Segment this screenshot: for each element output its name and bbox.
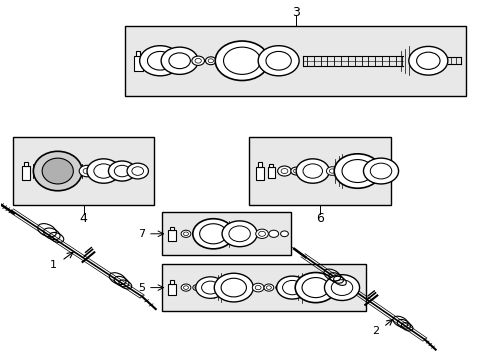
Circle shape bbox=[140, 46, 180, 76]
Bar bbox=[169, 280, 174, 284]
Circle shape bbox=[222, 221, 257, 247]
Circle shape bbox=[255, 285, 261, 290]
Circle shape bbox=[87, 159, 120, 183]
Circle shape bbox=[416, 52, 439, 69]
Circle shape bbox=[255, 229, 268, 238]
Circle shape bbox=[168, 53, 190, 69]
Circle shape bbox=[293, 169, 298, 173]
Bar bbox=[23, 162, 28, 166]
Circle shape bbox=[330, 280, 352, 296]
Text: 5: 5 bbox=[138, 283, 145, 293]
Circle shape bbox=[195, 58, 201, 63]
Bar bbox=[255, 167, 263, 180]
Circle shape bbox=[147, 51, 172, 70]
Circle shape bbox=[337, 167, 347, 175]
Bar bbox=[161, 264, 366, 311]
Circle shape bbox=[340, 169, 345, 173]
Text: 3: 3 bbox=[291, 6, 299, 19]
Circle shape bbox=[215, 41, 268, 81]
Circle shape bbox=[83, 168, 91, 174]
Circle shape bbox=[208, 59, 213, 63]
Bar bbox=[168, 230, 175, 241]
Text: 6: 6 bbox=[316, 212, 324, 225]
Circle shape bbox=[252, 283, 264, 292]
Circle shape bbox=[127, 163, 148, 179]
Circle shape bbox=[228, 226, 250, 242]
Bar bbox=[13, 137, 154, 205]
Circle shape bbox=[181, 230, 190, 237]
Ellipse shape bbox=[42, 158, 73, 184]
Circle shape bbox=[276, 276, 307, 299]
Circle shape bbox=[192, 231, 200, 237]
Bar bbox=[169, 226, 174, 230]
Bar bbox=[125, 26, 466, 96]
Circle shape bbox=[192, 285, 200, 291]
Bar bbox=[249, 137, 390, 205]
Circle shape bbox=[194, 232, 198, 235]
Circle shape bbox=[280, 231, 288, 237]
Bar bbox=[21, 166, 30, 180]
Circle shape bbox=[183, 286, 188, 289]
Circle shape bbox=[303, 164, 322, 178]
Bar bbox=[168, 284, 175, 295]
Ellipse shape bbox=[33, 151, 82, 191]
Circle shape bbox=[329, 169, 334, 173]
Circle shape bbox=[258, 46, 299, 76]
Circle shape bbox=[326, 167, 337, 175]
Bar bbox=[257, 162, 262, 167]
Text: 1: 1 bbox=[50, 260, 57, 270]
Circle shape bbox=[349, 168, 357, 174]
Circle shape bbox=[282, 280, 302, 295]
Circle shape bbox=[302, 278, 329, 298]
Circle shape bbox=[201, 281, 219, 294]
Circle shape bbox=[205, 57, 216, 65]
Circle shape bbox=[108, 161, 136, 181]
Circle shape bbox=[223, 47, 260, 75]
Circle shape bbox=[183, 232, 188, 235]
Circle shape bbox=[408, 46, 447, 75]
Circle shape bbox=[369, 163, 391, 179]
Text: 4: 4 bbox=[80, 212, 87, 225]
Circle shape bbox=[333, 154, 380, 188]
Circle shape bbox=[281, 168, 287, 174]
Circle shape bbox=[296, 159, 329, 183]
Circle shape bbox=[192, 219, 233, 249]
Circle shape bbox=[265, 51, 291, 70]
Circle shape bbox=[295, 273, 335, 303]
Bar bbox=[161, 212, 290, 255]
Circle shape bbox=[324, 275, 359, 301]
Circle shape bbox=[277, 166, 291, 176]
Circle shape bbox=[114, 165, 130, 177]
Circle shape bbox=[199, 224, 226, 244]
Circle shape bbox=[194, 286, 198, 289]
Text: 2: 2 bbox=[372, 326, 379, 336]
Circle shape bbox=[277, 286, 281, 289]
Bar bbox=[269, 164, 273, 167]
Circle shape bbox=[275, 285, 283, 291]
Circle shape bbox=[161, 47, 198, 75]
Circle shape bbox=[341, 159, 372, 183]
Circle shape bbox=[221, 278, 246, 297]
Circle shape bbox=[258, 231, 265, 236]
Bar bbox=[136, 51, 140, 57]
Circle shape bbox=[266, 286, 271, 289]
Circle shape bbox=[79, 165, 95, 177]
Circle shape bbox=[363, 158, 398, 184]
Circle shape bbox=[214, 273, 253, 302]
Circle shape bbox=[181, 284, 190, 291]
Circle shape bbox=[290, 167, 301, 175]
Circle shape bbox=[132, 167, 143, 175]
Bar bbox=[267, 167, 274, 178]
Circle shape bbox=[264, 284, 273, 291]
Circle shape bbox=[195, 277, 224, 298]
Circle shape bbox=[268, 230, 278, 237]
Text: 7: 7 bbox=[138, 229, 145, 239]
Bar bbox=[134, 57, 142, 71]
Circle shape bbox=[351, 170, 355, 172]
Circle shape bbox=[94, 164, 113, 178]
Circle shape bbox=[191, 56, 204, 66]
